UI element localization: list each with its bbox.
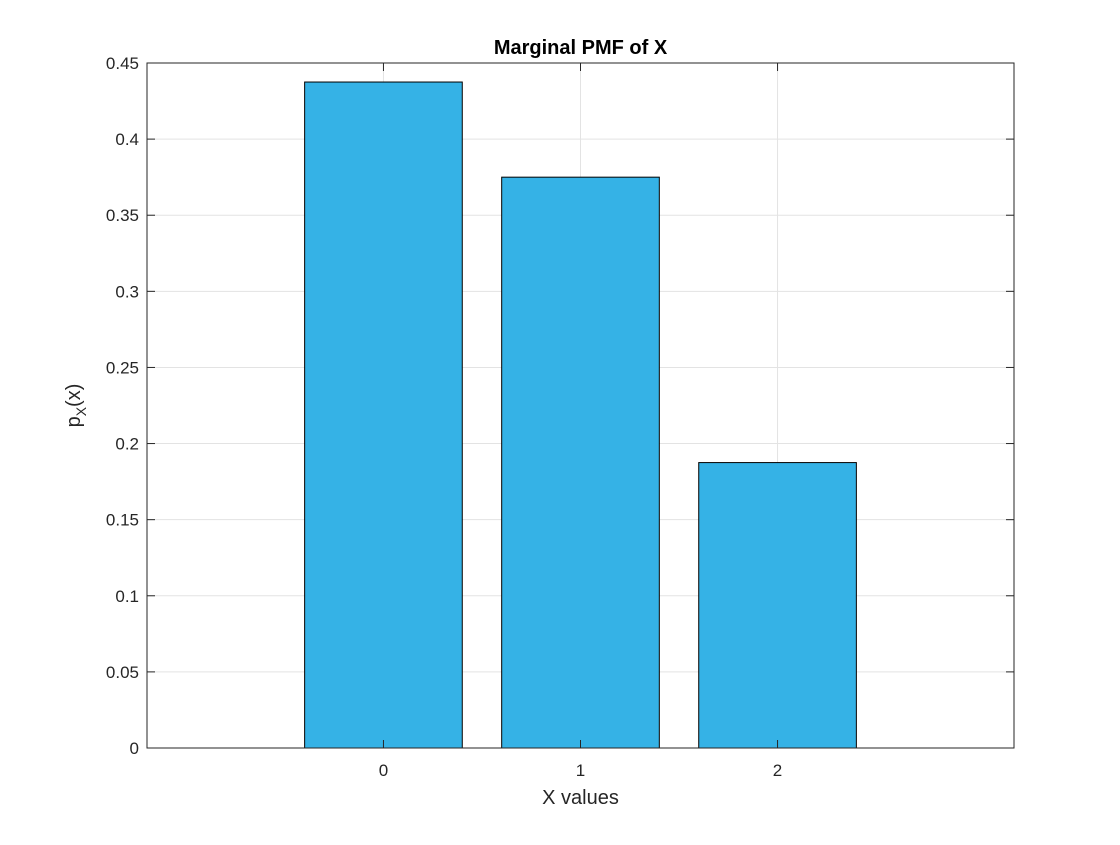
x-tick-label: 2 [773, 761, 782, 780]
bars [304, 81, 857, 749]
x-tick-label: 1 [576, 761, 585, 780]
x-axis-label: X values [542, 787, 619, 809]
y-axis-label: pX(x) [63, 384, 89, 428]
y-tick-label: 0.4 [115, 130, 139, 149]
x-tick-label: 0 [379, 761, 388, 780]
bar-0 [304, 81, 463, 749]
bar-2 [698, 462, 857, 749]
y-tick-label: 0.1 [115, 587, 139, 606]
y-tick-label: 0.15 [106, 511, 139, 530]
y-axis-label-subscript: X [73, 406, 89, 416]
bar-1 [501, 176, 660, 749]
x-tick-labels: 0 1 2 [379, 761, 783, 780]
y-tick-label: 0.45 [106, 54, 139, 73]
chart-title: Marginal PMF of X [494, 37, 668, 59]
y-axis-label-suffix: (x) [63, 384, 85, 407]
y-tick-label: 0 [130, 739, 139, 758]
y-tick-label: 0.35 [106, 206, 139, 225]
y-tick-label: 0.05 [106, 663, 139, 682]
y-tick-labels: 0 0.05 0.1 0.15 0.2 0.25 0.3 0.35 0.4 0.45 [106, 54, 139, 758]
tick-marks [147, 62, 1014, 749]
y-tick-label: 0.25 [106, 358, 139, 377]
y-axis-label-base: p [63, 416, 85, 427]
y-tick-label: 0.2 [115, 435, 139, 454]
y-tick-label: 0.3 [115, 282, 139, 301]
